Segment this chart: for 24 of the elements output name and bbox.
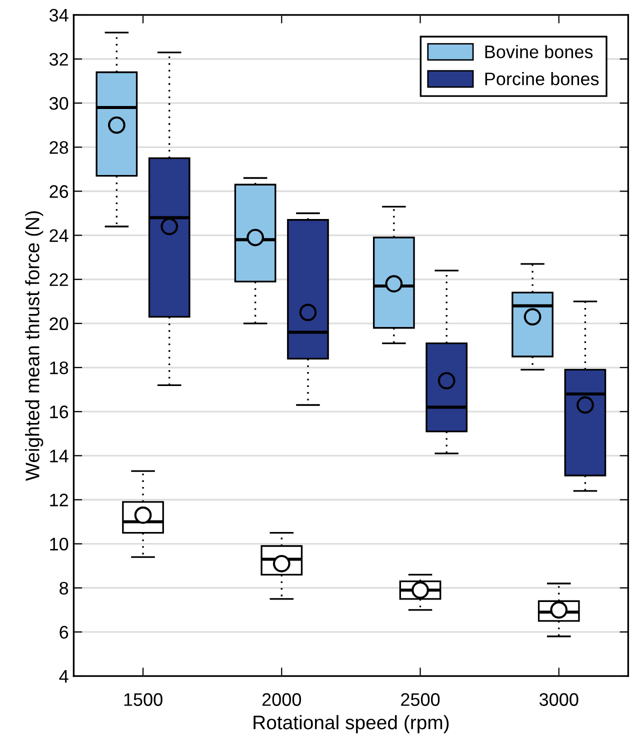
y-tick-label: 26: [50, 185, 68, 198]
y-tick-label: 4: [59, 670, 68, 683]
legend-label: Porcine bones: [485, 72, 599, 86]
y-tick-label: 8: [60, 582, 68, 595]
x-tick-label: 2000: [262, 693, 302, 706]
y-tick-label: 34: [49, 8, 68, 22]
y-tick-label: 10: [50, 538, 68, 551]
x-axis-title: Rotational speed (rpm): [254, 715, 449, 734]
y-tick-label: 24: [50, 229, 68, 242]
x-tick-label: 1500: [124, 693, 162, 706]
y-tick-label: 12: [50, 494, 68, 506]
y-tick-label: 20: [50, 317, 68, 330]
y-axis-title: Weighted mean thrust force (N): [25, 211, 44, 481]
legend-label: Bovine bones: [485, 45, 593, 58]
y-tick-label: 16: [50, 406, 68, 418]
y-tick-label: 6: [60, 626, 68, 639]
x-tick-label: 2500: [401, 693, 440, 706]
y-tick-label: 30: [49, 97, 68, 110]
y-tick-label: 22: [50, 273, 68, 286]
y-tick-label: 32: [49, 52, 68, 66]
y-tick-label: 28: [50, 141, 68, 154]
y-tick-label: 18: [50, 361, 68, 374]
y-tick-label: 14: [50, 450, 68, 462]
x-tick-label: 3000: [539, 693, 578, 706]
